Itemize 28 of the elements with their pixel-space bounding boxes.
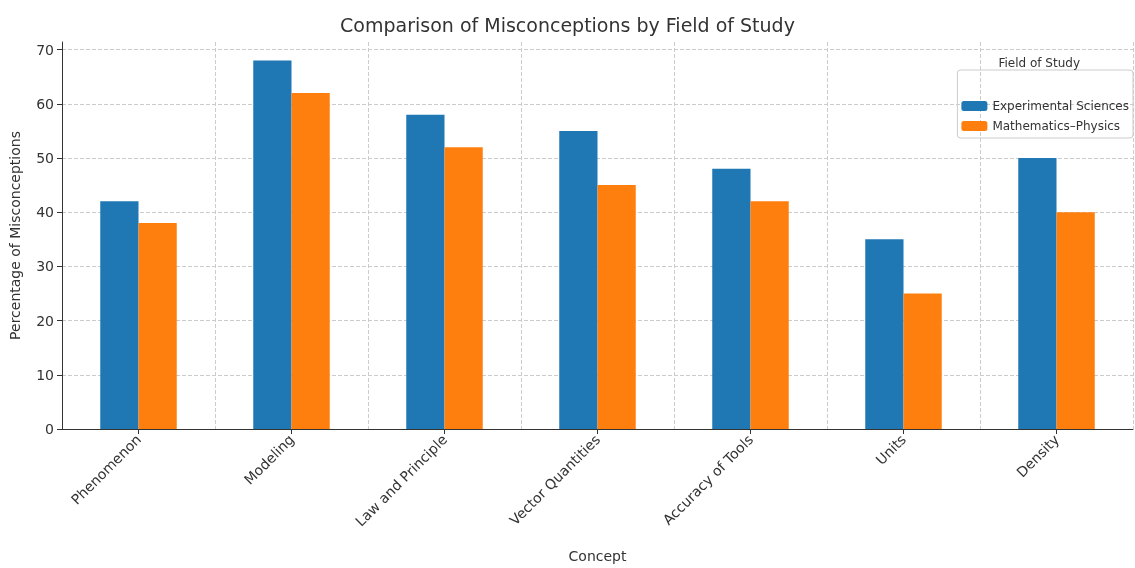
y-tick-label: 40 <box>36 204 54 221</box>
y-tick-label: 0 <box>45 421 54 437</box>
bar <box>1018 157 1057 429</box>
y-tick-label: 30 <box>36 258 54 275</box>
bar <box>138 223 177 429</box>
y-tick-label: 60 <box>36 95 54 112</box>
bar <box>712 168 751 429</box>
y-tick-label: 50 <box>36 149 54 166</box>
bar <box>750 201 789 429</box>
y-tick-label: 20 <box>36 312 54 329</box>
bar <box>100 201 139 429</box>
bar <box>597 185 636 429</box>
y-tick-label: 70 <box>36 41 54 58</box>
legend-label: Mathematics–Physics <box>992 119 1121 133</box>
y-axis-title: Percentage of Misconceptions <box>7 131 23 340</box>
bar <box>253 60 292 429</box>
bar <box>559 130 598 429</box>
bar <box>291 92 330 429</box>
x-axis-title: Concept <box>568 548 627 564</box>
chart-title: Comparison of Misconceptions by Field of Study <box>340 13 795 36</box>
legend-label: Experimental Sciences <box>992 99 1129 113</box>
legend-title: Field of Study <box>998 56 1081 70</box>
bar <box>903 293 942 429</box>
bar <box>444 147 483 429</box>
bar <box>865 239 904 429</box>
y-tick-label: 10 <box>36 366 54 383</box>
bar <box>1056 212 1095 429</box>
bar <box>406 114 445 429</box>
